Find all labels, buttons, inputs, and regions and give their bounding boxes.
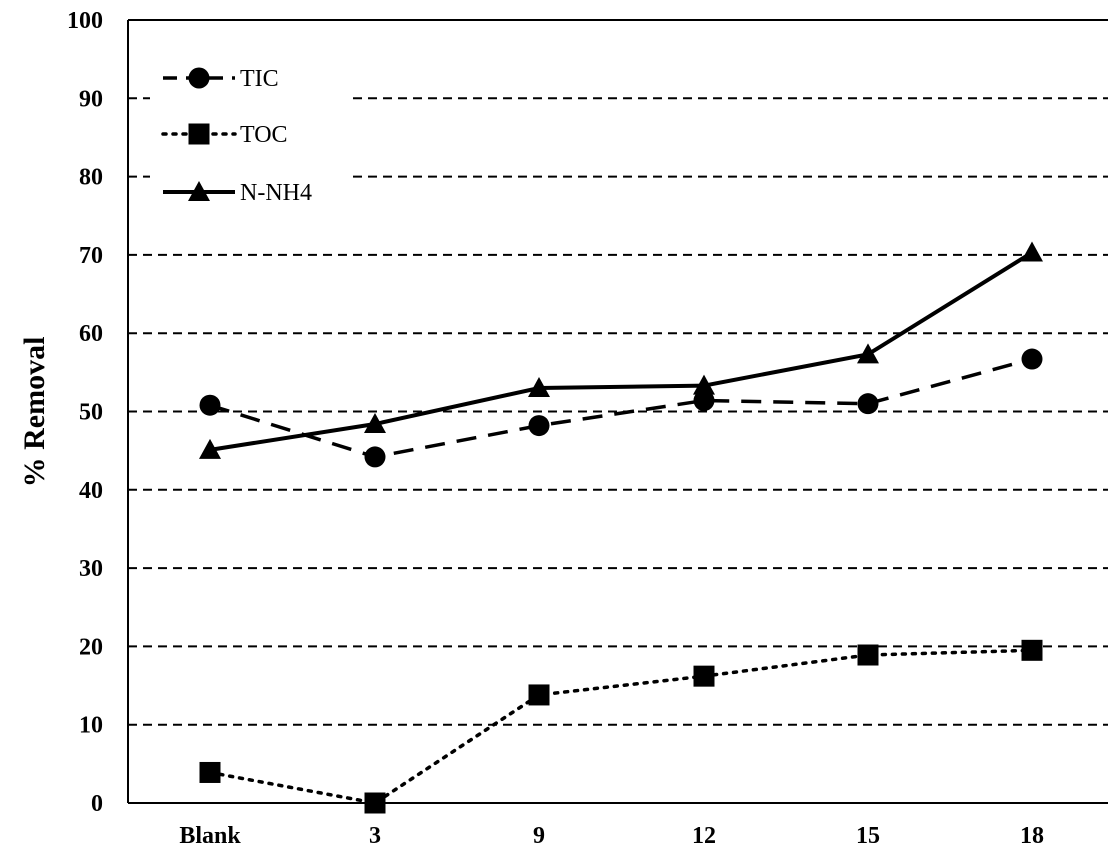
data-point-tic-1 <box>364 446 386 468</box>
x-tick-label-5: 18 <box>1020 823 1044 849</box>
y-tick-label-70: 70 <box>79 243 103 269</box>
y-tick-label-80: 80 <box>79 165 103 191</box>
data-point-n-nh4-2 <box>528 377 550 398</box>
y-tick-label-0: 0 <box>91 791 103 817</box>
x-tick-label-0: Blank <box>179 823 241 849</box>
y-tick-label-30: 30 <box>79 556 103 582</box>
legend-marker-tic <box>188 67 210 89</box>
data-point-toc-5 <box>1021 639 1043 661</box>
y-tick-label-40: 40 <box>79 478 103 504</box>
series-line-toc <box>208 648 1034 805</box>
y-tick-label-10: 10 <box>79 713 103 739</box>
series-line-tic <box>209 357 1033 459</box>
data-point-toc-3 <box>693 665 715 687</box>
legend-item-toc: TOC <box>161 122 288 148</box>
series-line-n-nh4 <box>209 250 1034 452</box>
y-tick-label-100: 100 <box>67 8 103 34</box>
legend-label-tic: TIC <box>240 66 279 92</box>
x-tick-labels: Blank 3 9 12 15 18 <box>179 823 1044 849</box>
x-tick-label-4: 15 <box>856 823 880 849</box>
gridlines <box>128 97 1108 726</box>
legend-marker-toc <box>188 123 210 145</box>
x-tick-label-3: 12 <box>692 823 716 849</box>
y-tick-label-20: 20 <box>79 634 103 660</box>
data-point-toc-2 <box>528 684 550 706</box>
data-point-tic-2 <box>528 415 550 437</box>
data-point-toc-1 <box>364 792 386 814</box>
data-point-tic-3 <box>693 390 715 412</box>
y-axis-title: % Removal <box>18 337 51 488</box>
data-point-n-nh4-5 <box>1021 241 1043 262</box>
x-tick-label-2: 9 <box>533 823 545 849</box>
data-point-n-nh4-3 <box>693 374 715 395</box>
legend-label-n-nh4: N-NH4 <box>240 180 312 206</box>
axes <box>127 19 1108 804</box>
x-tick-label-1: 3 <box>369 823 381 849</box>
data-point-n-nh4-4 <box>857 343 879 364</box>
data-point-tic-5 <box>1021 348 1043 370</box>
y-tick-labels: 0 10 20 30 40 50 60 70 80 90 100 <box>67 8 103 817</box>
data-point-n-nh4-1 <box>364 413 386 434</box>
data-point-toc-4 <box>857 644 879 666</box>
legend-label-toc: TOC <box>240 122 288 148</box>
y-tick-label-60: 60 <box>79 321 103 347</box>
y-tick-label-90: 90 <box>79 86 103 112</box>
y-tick-label-50: 50 <box>79 400 103 426</box>
series <box>199 241 1043 814</box>
legend-marker-n-nh4 <box>188 181 210 201</box>
data-point-n-nh4-0 <box>199 438 221 459</box>
legend-item-tic: TIC <box>163 66 279 92</box>
legend-item-n-nh4: N-NH4 <box>163 180 312 206</box>
data-point-toc-0 <box>199 761 221 783</box>
data-point-tic-0 <box>199 394 221 416</box>
data-point-tic-4 <box>857 393 879 415</box>
legend: TIC TOC N-NH4 <box>150 55 350 213</box>
